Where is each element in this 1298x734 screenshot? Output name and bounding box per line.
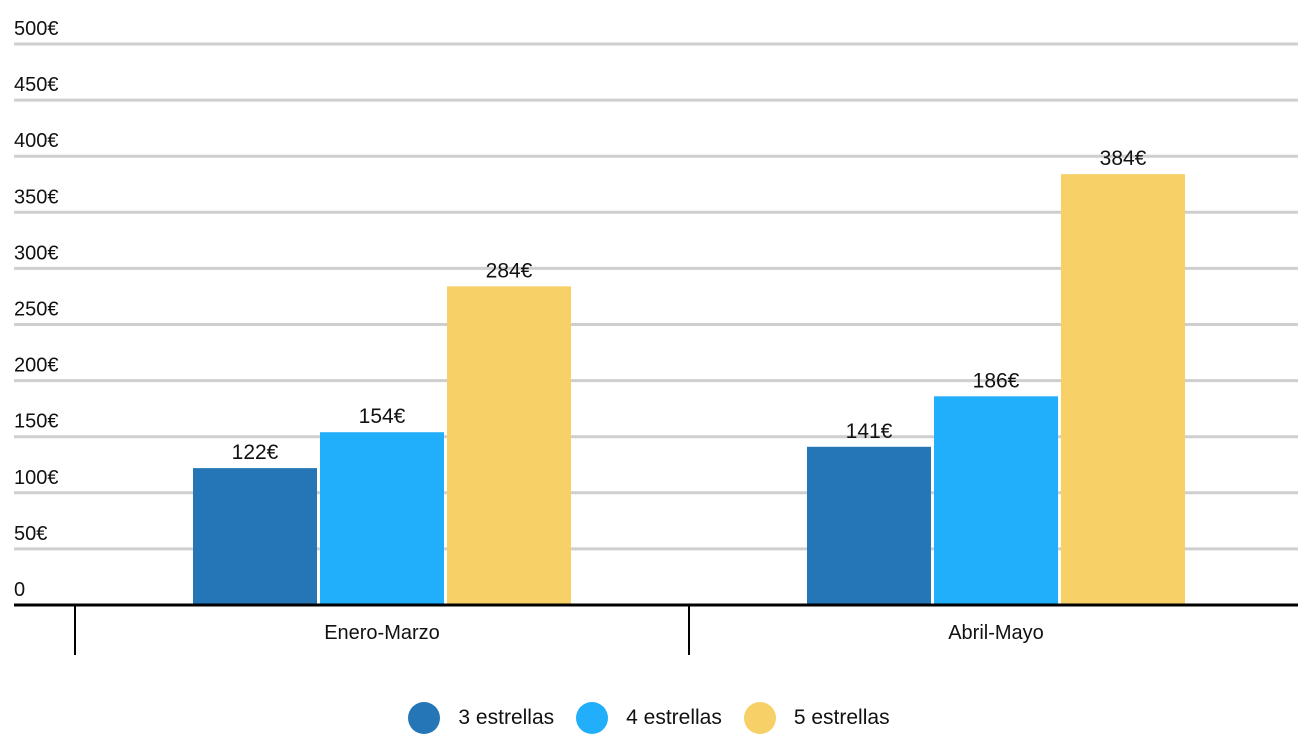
bars: [193, 174, 1185, 606]
y-tick-label: 350€: [14, 186, 59, 208]
bar-value-labels: 122€ 154€ 284€ 141€ 186€ 384€: [232, 147, 1147, 464]
y-tick-label: 200€: [14, 355, 59, 377]
legend-item: 4 estrellas: [576, 702, 722, 734]
legend-label: 5 estrellas: [793, 706, 890, 729]
bar-value-label: 154€: [359, 405, 406, 428]
bar-value-label: 141€: [846, 420, 893, 443]
y-tick-label: 100€: [14, 467, 59, 489]
bar-3-estrellas-enero-marzo: [193, 468, 317, 605]
legend-swatch: [408, 702, 441, 734]
bar-5-estrellas-enero-marzo: [447, 286, 571, 605]
x-category-label: Abril-Mayo: [948, 622, 1044, 644]
legend-swatch: [743, 702, 776, 734]
x-axis-category-labels: Enero-Marzo Abril-Mayo: [324, 622, 1044, 644]
legend-label: 4 estrellas: [626, 706, 722, 729]
y-tick-label: 500€: [14, 18, 59, 40]
bar-5-estrellas-abril-mayo: [1061, 174, 1185, 606]
bar-value-label: 186€: [973, 369, 1020, 392]
legend: 3 estrellas 4 estrellas 5 estrellas: [0, 702, 1298, 734]
y-tick-label: 0: [14, 579, 25, 601]
bar-3-estrellas-abril-mayo: [807, 446, 931, 605]
x-category-label: Enero-Marzo: [324, 622, 440, 644]
bar-value-label: 122€: [232, 441, 279, 464]
y-tick-label: 400€: [14, 130, 59, 152]
x-axis: [14, 603, 1298, 655]
legend-label: 3 estrellas: [458, 706, 555, 729]
y-tick-label: 450€: [14, 74, 59, 96]
y-tick-label: 300€: [14, 242, 59, 264]
legend-swatch: [576, 702, 609, 734]
legend-item: 5 estrellas: [743, 702, 890, 734]
y-tick-label: 50€: [14, 523, 47, 545]
legend-item: 3 estrellas: [408, 702, 554, 734]
y-axis-tick-labels: 0 50€ 100€ 150€ 200€ 250€ 300€ 350€ 400€ 450€ 500€: [14, 18, 59, 601]
bar-4-estrellas-enero-marzo: [320, 432, 444, 605]
bar-4-estrellas-abril-mayo: [934, 396, 1058, 605]
y-tick-label: 250€: [14, 299, 59, 321]
bar-value-label: 384€: [1100, 147, 1147, 170]
y-tick-label: 150€: [14, 411, 59, 433]
bar-value-label: 284€: [486, 259, 533, 282]
